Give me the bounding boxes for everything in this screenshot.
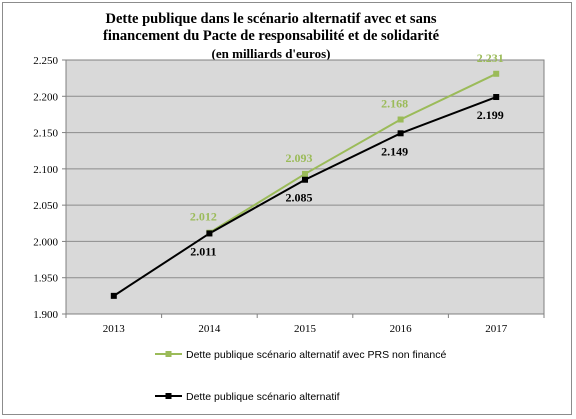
series-2-point (302, 176, 308, 183)
y-tick-label: 2.050 (33, 200, 58, 212)
legend-swatch-marker-1 (165, 351, 172, 357)
series-2-data-label: 2.149 (381, 144, 408, 158)
series-2-data-label: 2.199 (477, 108, 504, 122)
series-1-point (493, 70, 500, 77)
series-2-point (493, 94, 500, 101)
chart-title-line-1: Dette publique dans le scénario alternat… (105, 11, 437, 27)
y-tick-label: 2.150 (33, 128, 58, 140)
chart-subtitle: (en milliards d'euros) (211, 46, 331, 61)
series-line-1 (208, 72, 497, 234)
legend-swatch-marker-2 (165, 393, 172, 399)
x-tick-label: 2013 (103, 323, 126, 335)
series-2-data-label: 2.011 (190, 244, 216, 258)
legend-label-1: Dette publique scénario alternatif avec … (186, 349, 446, 361)
y-tick-label: 1.950 (33, 273, 58, 285)
series-1-data-label: 2.093 (286, 151, 313, 165)
series-1-data-label: 2.231 (477, 51, 504, 65)
legend-label-2: Dette publique scénario alternatif (186, 391, 340, 403)
x-tick-label: 2016 (390, 323, 413, 335)
y-tick-label: 2.250 (33, 55, 58, 67)
series-1-point (397, 116, 404, 123)
x-tick-label: 2015 (294, 323, 317, 335)
series-1-point (302, 170, 308, 177)
y-tick-label: 2.200 (33, 91, 58, 103)
chart-title: Dette publique dans le scénario alternat… (43, 11, 499, 62)
y-tick-label: 1.900 (33, 309, 58, 321)
series-2-point (397, 130, 404, 137)
plot-area (65, 59, 545, 315)
x-tick-label: 2017 (485, 323, 508, 335)
series-2-point (110, 292, 117, 299)
y-tick-label: 2.000 (33, 236, 58, 248)
chart-title-line-2: financement du Pacte de responsabilité e… (102, 28, 440, 44)
series-2-point (206, 230, 213, 237)
series-1-data-label: 2.012 (190, 210, 217, 224)
series-2-data-label: 2.085 (286, 191, 313, 205)
series-1-data-label: 2.168 (381, 97, 408, 111)
y-tick-label: 2.100 (33, 164, 58, 176)
x-tick-label: 2014 (198, 323, 221, 335)
